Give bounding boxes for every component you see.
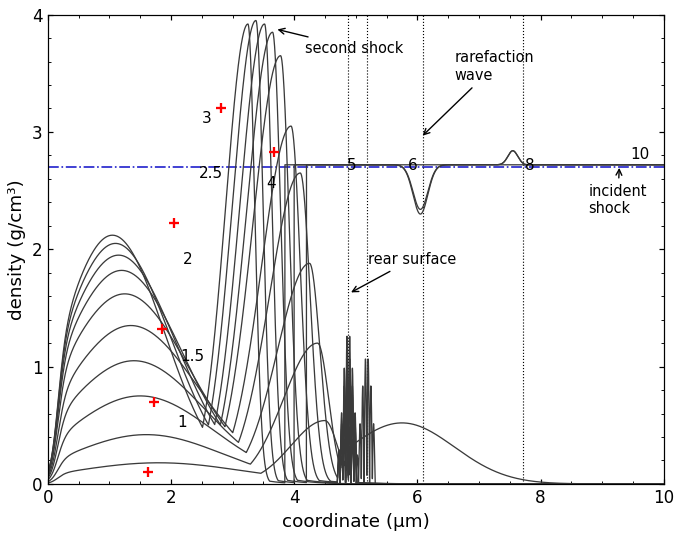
Text: 3: 3 <box>202 111 211 126</box>
Y-axis label: density (g/cm³): density (g/cm³) <box>8 179 26 320</box>
X-axis label: coordinate (μm): coordinate (μm) <box>282 513 430 531</box>
Text: rear surface: rear surface <box>353 252 456 292</box>
Text: 2: 2 <box>183 252 193 267</box>
Text: 2.5: 2.5 <box>198 166 223 181</box>
Text: 10: 10 <box>630 148 649 162</box>
Text: second shock: second shock <box>279 29 404 56</box>
Text: 1.5: 1.5 <box>180 349 205 364</box>
Text: 4: 4 <box>267 176 276 191</box>
Text: 5: 5 <box>346 158 356 173</box>
Text: incident
shock: incident shock <box>589 169 647 217</box>
Text: 6: 6 <box>408 158 418 173</box>
Text: 8: 8 <box>525 158 535 173</box>
Text: rarefaction
wave: rarefaction wave <box>424 50 534 135</box>
Text: 1: 1 <box>177 415 187 430</box>
